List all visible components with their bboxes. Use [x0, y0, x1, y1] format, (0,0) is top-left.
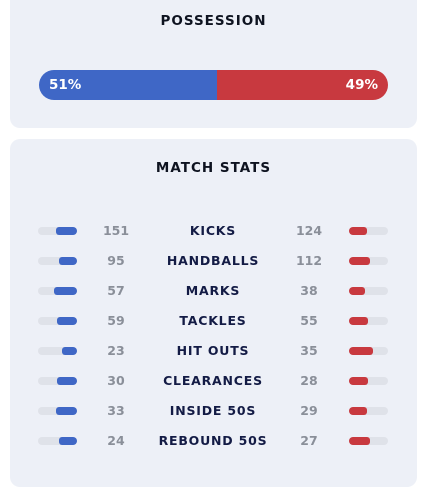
home-stat-value: 24	[107, 433, 125, 448]
possession-home-label: 51%	[49, 77, 82, 93]
away-stat-bar-fill	[349, 227, 367, 235]
home-stat-bar	[38, 287, 77, 295]
away-stat-value: 35	[300, 343, 318, 358]
away-stat-bar	[349, 287, 388, 295]
away-stat-bar-fill	[349, 377, 368, 385]
away-stat-bar	[349, 407, 388, 415]
home-stat-bar-fill	[59, 257, 77, 265]
possession-home-segment: 51%	[39, 70, 217, 100]
stat-label: INSIDE 50S	[169, 403, 257, 418]
stat-label: HIT OUTS	[176, 343, 250, 358]
home-stat-bar	[38, 257, 77, 265]
stat-row: 33 INSIDE 50S 29	[10, 401, 417, 421]
away-stat-bar	[349, 347, 388, 355]
match-stats-title: MATCH STATS	[155, 160, 272, 176]
away-stat-bar	[349, 317, 388, 325]
stat-label: CLEARANCES	[163, 373, 263, 388]
away-stat-bar-fill	[349, 437, 370, 445]
away-stat-bar-fill	[349, 287, 365, 295]
away-stat-bar	[349, 437, 388, 445]
away-stat-bar	[349, 377, 388, 385]
home-stat-bar-fill	[53, 287, 77, 295]
away-stat-value: 124	[295, 223, 323, 238]
home-stat-value: 95	[107, 253, 125, 268]
stat-label: MARKS	[185, 283, 241, 298]
stat-row: 30 CLEARANCES 28	[10, 371, 417, 391]
home-stat-bar	[38, 227, 77, 235]
away-stat-bar	[349, 257, 388, 265]
home-stat-value: 59	[107, 313, 125, 328]
possession-title: POSSESSION	[160, 13, 267, 29]
home-stat-bar	[38, 347, 77, 355]
stat-row: 24 REBOUND 50S 27	[10, 431, 417, 451]
home-stat-bar-fill	[56, 377, 77, 385]
away-stat-value: 27	[300, 433, 318, 448]
home-stat-bar-fill	[61, 347, 77, 355]
possession-away-segment: 49%	[216, 70, 388, 100]
home-stat-value: 151	[102, 223, 130, 238]
stat-label: TACKLES	[179, 313, 247, 328]
home-stat-bar-fill	[55, 227, 77, 235]
away-stat-value: 38	[300, 283, 318, 298]
home-stat-bar	[38, 437, 77, 445]
possession-bar: 51% 49%	[39, 70, 388, 100]
stat-row: 59 TACKLES 55	[10, 311, 417, 331]
possession-away-label: 49%	[345, 77, 378, 93]
away-stat-value: 28	[300, 373, 318, 388]
home-stat-value: 57	[107, 283, 125, 298]
away-stat-bar-fill	[349, 347, 373, 355]
home-stat-bar	[38, 407, 77, 415]
match-stats-card: MATCH STATS 151 KICKS 124 95 HANDBALLS 112 57 M…	[10, 139, 417, 487]
stat-row: 151 KICKS 124	[10, 221, 417, 241]
home-stat-value: 33	[107, 403, 125, 418]
home-stat-bar	[38, 377, 77, 385]
away-stat-bar	[349, 227, 388, 235]
away-stat-bar-fill	[349, 407, 368, 415]
home-stat-bar	[38, 317, 77, 325]
stat-row: 23 HIT OUTS 35	[10, 341, 417, 361]
home-stat-value: 23	[107, 343, 125, 358]
home-stat-value: 30	[107, 373, 125, 388]
stat-row: 95 HANDBALLS 112	[10, 251, 417, 271]
stat-label: REBOUND 50S	[158, 433, 268, 448]
home-stat-bar-fill	[56, 317, 77, 325]
away-stat-value: 55	[300, 313, 318, 328]
stat-label: KICKS	[189, 223, 237, 238]
away-stat-value: 29	[300, 403, 318, 418]
away-stat-bar-fill	[349, 257, 371, 265]
stat-label: HANDBALLS	[166, 253, 260, 268]
away-stat-bar-fill	[349, 317, 368, 325]
home-stat-bar-fill	[56, 407, 77, 415]
possession-card: POSSESSION 51% 49%	[10, 0, 417, 128]
stat-row: 57 MARKS 38	[10, 281, 417, 301]
away-stat-value: 112	[295, 253, 323, 268]
home-stat-bar-fill	[58, 437, 77, 445]
